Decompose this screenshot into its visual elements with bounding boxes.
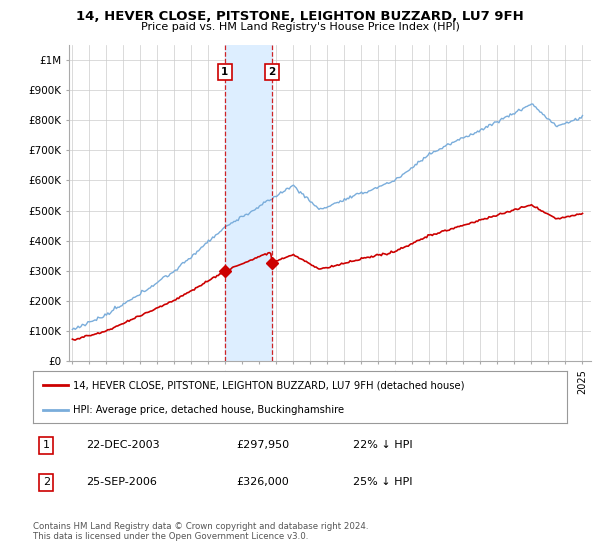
Text: 25-SEP-2006: 25-SEP-2006 [86, 478, 157, 487]
Text: 22-DEC-2003: 22-DEC-2003 [86, 440, 160, 450]
Text: £326,000: £326,000 [236, 478, 289, 487]
Text: Contains HM Land Registry data © Crown copyright and database right 2024.
This d: Contains HM Land Registry data © Crown c… [33, 522, 368, 542]
Text: 2: 2 [268, 67, 275, 77]
Text: 14, HEVER CLOSE, PITSTONE, LEIGHTON BUZZARD, LU7 9FH: 14, HEVER CLOSE, PITSTONE, LEIGHTON BUZZ… [76, 10, 524, 23]
Text: HPI: Average price, detached house, Buckinghamshire: HPI: Average price, detached house, Buck… [73, 405, 344, 415]
Text: £297,950: £297,950 [236, 440, 289, 450]
Text: 22% ↓ HPI: 22% ↓ HPI [353, 440, 413, 450]
Text: 25% ↓ HPI: 25% ↓ HPI [353, 478, 413, 487]
Text: 2: 2 [43, 478, 50, 487]
Text: 1: 1 [43, 440, 50, 450]
Text: 14, HEVER CLOSE, PITSTONE, LEIGHTON BUZZARD, LU7 9FH (detached house): 14, HEVER CLOSE, PITSTONE, LEIGHTON BUZZ… [73, 380, 464, 390]
Text: 1: 1 [221, 67, 229, 77]
Bar [225, 45, 272, 361]
Text: Price paid vs. HM Land Registry's House Price Index (HPI): Price paid vs. HM Land Registry's House … [140, 22, 460, 32]
